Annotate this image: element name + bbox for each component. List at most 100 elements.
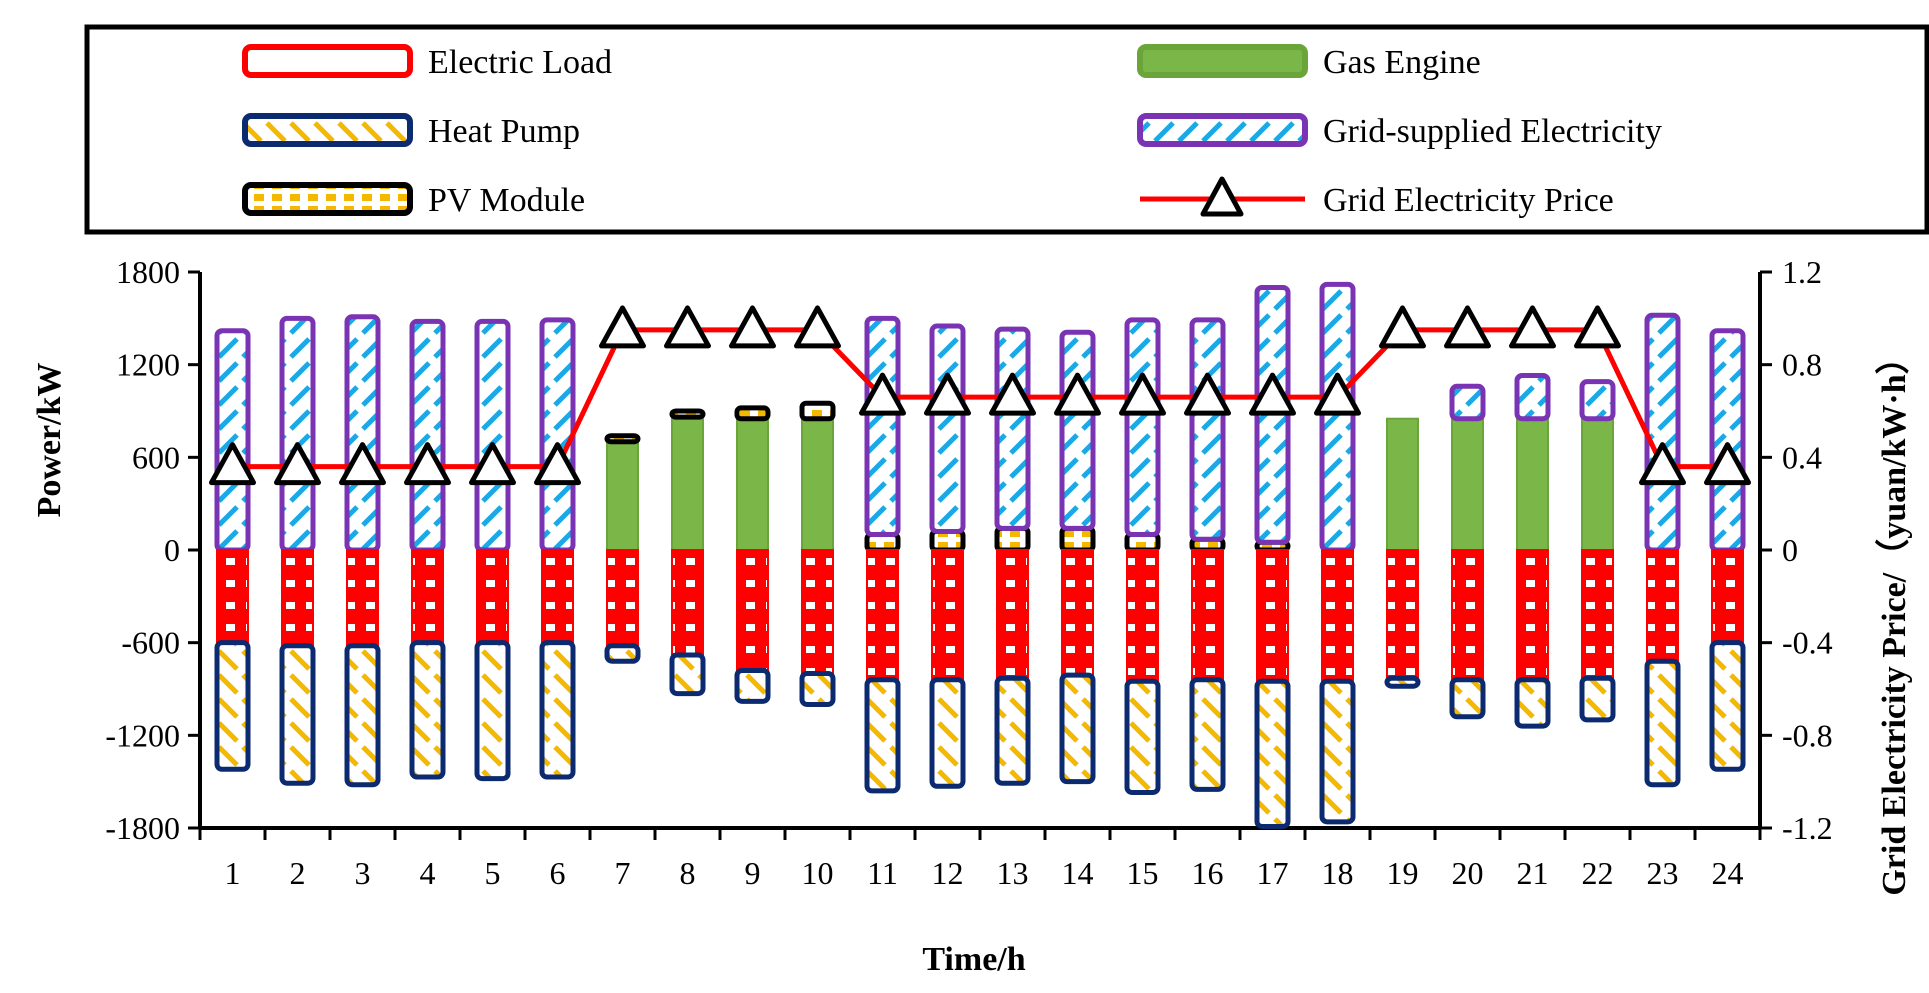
x-axis-title: Time/h [922,941,1025,978]
bar-heat-pump [214,640,251,772]
x-tick-label: 3 [355,855,371,891]
bar-grid-supplied [1709,328,1746,553]
bar-heat-pump [1254,678,1291,829]
y2-tick-label: 0.4 [1782,439,1822,475]
y-tick-label: 1800 [116,254,180,290]
legend-swatch-pv-module [242,182,413,216]
x-tick-label: 22 [1582,855,1614,891]
x-tick-label: 13 [997,855,1029,891]
bar-electric-load [281,549,314,647]
legend-label-pv-module: PV Module [428,182,585,219]
legend-swatch-grid-supplied [1137,113,1308,147]
marker-grid-price [989,372,1036,416]
bar-grid-supplied [1059,329,1096,531]
bar-electric-load [411,549,444,644]
bar-electric-load [931,549,964,681]
bar-electric-load [1191,549,1224,681]
bar-gas-engine [1386,417,1419,551]
marker-grid-price [1119,372,1166,416]
bar-pv-module [604,433,641,445]
x-tick-label: 14 [1062,855,1094,891]
marker-grid-price [1444,305,1491,349]
marker-grid-price [274,442,321,486]
marker-grid-price [1184,372,1231,416]
bar-heat-pump [1644,658,1681,788]
bar-heat-pump [864,677,901,794]
marker-grid-price [1704,442,1751,486]
bar-heat-pump [929,677,966,789]
marker-grid-price [1639,442,1686,486]
bar-pv-module [1059,525,1096,553]
marker-grid-price [1379,305,1426,349]
bar-heat-pump [1514,677,1551,729]
legend-label-electric-load: Electric Load [428,44,612,81]
bar-electric-load [1061,549,1094,677]
bar-grid-supplied [279,315,316,553]
y2-tick-label: -1.2 [1782,810,1833,846]
x-tick-label: 7 [615,855,631,891]
x-tick-label: 23 [1647,855,1679,891]
x-tick-label: 4 [420,855,436,891]
marker-grid-price [534,442,581,486]
x-tick-label: 9 [745,855,761,891]
line-grid-price [232,327,1728,470]
bar-electric-load [216,549,249,644]
legend-label-grid-supplied: Grid-supplied Electricity [1323,113,1662,150]
x-tick-label: 20 [1452,855,1484,891]
bar-pv-module [734,405,771,422]
legend-label-gas-engine: Gas Engine [1323,44,1481,81]
marker-grid-price [404,442,451,486]
y-tick-label: 1200 [116,347,180,383]
bar-gas-engine [1516,417,1549,551]
y-tick-label: 600 [132,439,180,475]
bar-grid-supplied [1579,379,1616,422]
legend-label-heat-pump: Heat Pump [428,113,580,150]
y2-tick-label: -0.8 [1782,717,1833,753]
bar-grid-supplied [1449,383,1486,422]
bar-pv-module [799,400,836,422]
x-tick-label: 15 [1127,855,1159,891]
bar-grid-supplied [214,328,251,553]
bar-grid-supplied [864,315,901,538]
bar-grid-supplied [344,314,381,553]
x-tick-label: 6 [550,855,566,891]
x-tick-label: 11 [867,855,898,891]
x-tick-label: 18 [1322,855,1354,891]
legend-marker-grid-price [1200,176,1244,217]
y2-axis-title: Grid Electricity Price/（yuan/kW·h） [1874,340,1913,895]
x-tick-label: 16 [1192,855,1224,891]
bar-heat-pump [279,643,316,786]
marker-grid-price [924,372,971,416]
legend-swatch-gas-engine [1137,44,1308,78]
bar-electric-load [1581,549,1614,680]
bar-gas-engine [736,417,769,551]
bar-pv-module [994,525,1031,553]
marker-grid-price [729,305,776,349]
x-tick-label: 8 [680,855,696,891]
bar-electric-load [541,549,574,644]
bar-electric-load [996,549,1029,680]
bar-electric-load [476,549,509,644]
marker-grid-price [1509,305,1556,349]
bar-gas-engine [801,417,834,551]
bar-grid-supplied [1319,281,1356,553]
bar-heat-pump [1189,677,1226,792]
x-tick-label: 12 [932,855,964,891]
marker-grid-price [1054,372,1101,416]
bar-electric-load [606,549,639,647]
bar-grid-supplied [929,323,966,534]
bar-gas-engine [606,437,639,551]
bar-heat-pump [1059,672,1096,785]
marker-grid-price [859,372,906,416]
legend: Electric Load Gas Engine Heat Pump Grid-sup… [84,24,1929,235]
bar-heat-pump [1449,677,1486,720]
marker-grid-price [1574,305,1621,349]
bar-electric-load [1646,549,1679,663]
x-tick-label: 24 [1712,855,1744,891]
marker-grid-price [469,442,516,486]
bar-heat-pump [734,667,771,704]
marker-grid-price [794,305,841,349]
y2-tick-label: 0 [1782,532,1798,568]
y-axis-title: Power/kW [31,363,68,518]
